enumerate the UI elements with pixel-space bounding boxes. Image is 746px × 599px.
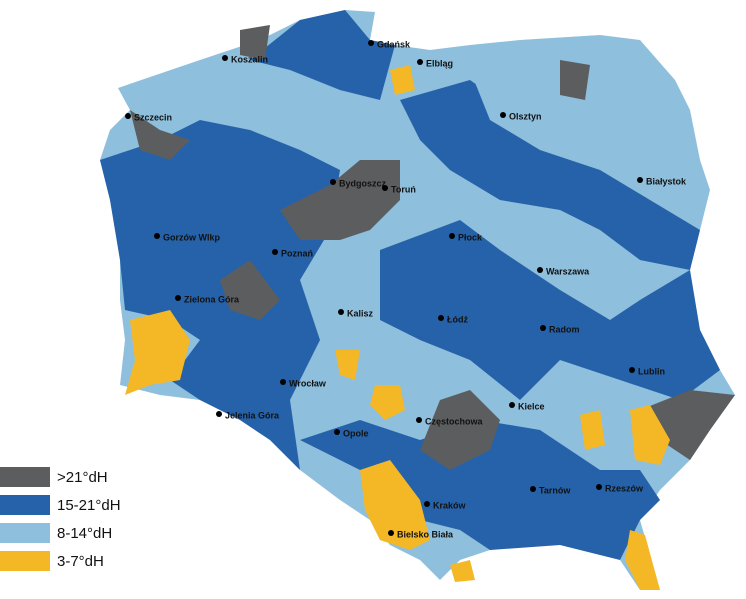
city-dot (388, 530, 394, 536)
city-dot (338, 309, 344, 315)
city-dot (272, 249, 278, 255)
city-dot (530, 486, 536, 492)
legend-label: 15-21°dH (57, 497, 121, 514)
region (370, 385, 405, 420)
city-dot (216, 411, 222, 417)
city-dot (449, 233, 455, 239)
city-label: Jelenia Góra (225, 410, 280, 420)
city-dot (438, 315, 444, 321)
city-label: Częstochowa (425, 416, 484, 426)
city-dot (382, 185, 388, 191)
legend-swatch (0, 551, 50, 571)
city-label: Opole (343, 428, 369, 438)
region (380, 220, 720, 400)
city-dot (424, 501, 430, 507)
city-label: Warszawa (546, 266, 590, 276)
legend-swatch (0, 523, 50, 543)
region (450, 560, 475, 582)
region (580, 410, 605, 450)
region (625, 530, 660, 590)
city-label: Koszalin (231, 54, 268, 64)
city-dot (330, 179, 336, 185)
legend-label: 3-7°dH (57, 553, 104, 570)
city-dot (509, 402, 515, 408)
city-label: Tarnów (539, 485, 571, 495)
region (560, 60, 590, 100)
region (250, 10, 395, 100)
region (420, 390, 500, 470)
city-label: Płock (458, 232, 483, 242)
city-dot (368, 40, 374, 46)
city-dot (125, 113, 131, 119)
city-dot (154, 233, 160, 239)
city-label: Zielona Góra (184, 294, 240, 304)
city-dot (596, 484, 602, 490)
city-label: Bielsko Biała (397, 529, 454, 539)
region (130, 110, 190, 160)
city-label: Rzeszów (605, 483, 644, 493)
city-label: Olsztyn (509, 111, 542, 121)
city-label: Radom (549, 324, 580, 334)
city-dot (416, 417, 422, 423)
city-dot (222, 55, 228, 61)
city-dot (280, 379, 286, 385)
city-dot (175, 295, 181, 301)
regions (100, 10, 735, 590)
city-dot (334, 429, 340, 435)
city-label: Białystok (646, 176, 687, 186)
legend-label: 8-14°dH (57, 525, 112, 542)
city-label: Kraków (433, 500, 467, 510)
city-dot (540, 325, 546, 331)
city-label: Lublin (638, 366, 665, 376)
region (400, 80, 700, 270)
city-label: Łódź (447, 314, 468, 324)
city-dot (500, 112, 506, 118)
region (470, 70, 690, 200)
region (300, 420, 660, 560)
region (240, 25, 270, 60)
region (100, 120, 340, 470)
legend-swatch (0, 495, 50, 515)
city-label: Bydgoszcz (339, 178, 387, 188)
region (390, 65, 415, 95)
legend-label: >21°dH (57, 469, 108, 486)
region (125, 310, 190, 395)
city-label: Poznań (281, 248, 313, 258)
city-label: Gdańsk (377, 39, 411, 49)
region (360, 460, 430, 550)
region (335, 350, 360, 380)
city-dot (537, 267, 543, 273)
region (630, 405, 670, 465)
city-dot (629, 367, 635, 373)
city-label: Toruń (391, 184, 416, 194)
legend: >21°dH 15-21°dH 8-14°dH 3-7°dH (0, 467, 121, 571)
city-label: Kalisz (347, 308, 374, 318)
legend-swatch (0, 467, 50, 487)
city-dot (417, 59, 423, 65)
city-label: Szczecin (134, 112, 172, 122)
region (220, 260, 280, 320)
city-label: Gorzów Wlkp (163, 232, 220, 242)
city-dot (637, 177, 643, 183)
city-label: Kielce (518, 401, 545, 411)
region (280, 160, 400, 240)
city-label: Wrocław (289, 378, 327, 388)
cities: Gdańsk Koszalin Elbląg Szczecin Olsztyn Bydgo… (125, 39, 687, 539)
city-label: Elbląg (426, 58, 453, 68)
